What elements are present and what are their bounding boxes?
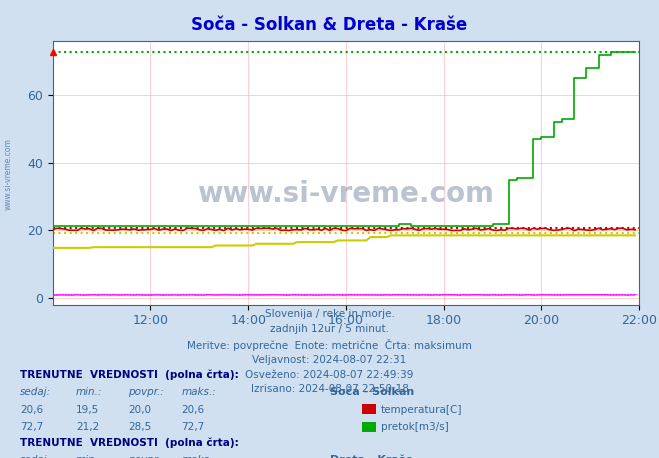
Text: 28,5: 28,5 — [129, 422, 152, 432]
Text: povpr.:: povpr.: — [129, 387, 164, 397]
Text: sedaj:: sedaj: — [20, 387, 51, 397]
Text: www.si-vreme.com: www.si-vreme.com — [3, 138, 13, 210]
Text: Dreta - Kraše: Dreta - Kraše — [330, 456, 413, 458]
Text: 21,2: 21,2 — [76, 422, 99, 432]
Text: Soča - Solkan: Soča - Solkan — [330, 387, 414, 397]
Text: TRENUTNE  VREDNOSTI  (polna črta):: TRENUTNE VREDNOSTI (polna črta): — [20, 437, 239, 448]
Text: 20,6: 20,6 — [20, 405, 43, 414]
Text: 72,7: 72,7 — [181, 422, 204, 432]
Text: pretok[m3/s]: pretok[m3/s] — [381, 422, 449, 432]
Text: 20,0: 20,0 — [129, 405, 152, 414]
Text: 20,6: 20,6 — [181, 405, 204, 414]
Text: TRENUTNE  VREDNOSTI  (polna črta):: TRENUTNE VREDNOSTI (polna črta): — [20, 369, 239, 380]
Text: Soča - Solkan & Dreta - Kraše: Soča - Solkan & Dreta - Kraše — [191, 16, 468, 34]
Text: www.si-vreme.com: www.si-vreme.com — [198, 180, 494, 208]
Text: min.:: min.: — [76, 456, 102, 458]
Text: Slovenija / reke in morje.
zadnjih 12ur / 5 minut.
Meritve: povprečne  Enote: me: Slovenija / reke in morje. zadnjih 12ur … — [187, 309, 472, 394]
Text: povpr.:: povpr.: — [129, 456, 164, 458]
Text: sedaj:: sedaj: — [20, 456, 51, 458]
Text: 72,7: 72,7 — [20, 422, 43, 432]
Text: maks.:: maks.: — [181, 456, 216, 458]
Text: temperatura[C]: temperatura[C] — [381, 405, 463, 414]
Text: min.:: min.: — [76, 387, 102, 397]
Text: maks.:: maks.: — [181, 387, 216, 397]
Text: 19,5: 19,5 — [76, 405, 99, 414]
